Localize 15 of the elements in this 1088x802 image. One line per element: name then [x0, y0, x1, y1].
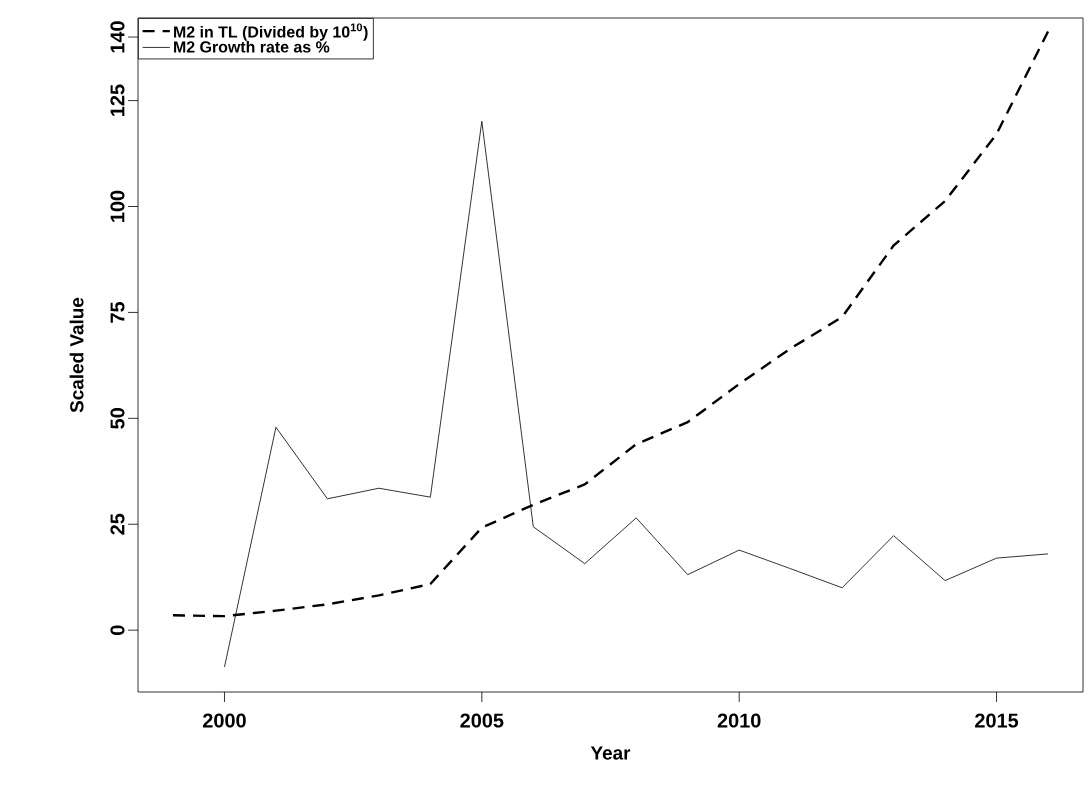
y-tick-label: 100 [110, 190, 125, 222]
x-tick-label: 2015 [975, 713, 1019, 728]
y-tick-label: 125 [110, 84, 125, 116]
x-tick-label: 2005 [460, 713, 504, 728]
x-tick-label: 2000 [203, 713, 246, 728]
y-tick-label: 140 [110, 21, 125, 53]
y-tick-label: 50 [110, 408, 125, 429]
y-tick-label: 75 [110, 301, 125, 323]
legend-label: M2 in TL (Divided by 10$^{10}$) [174, 23, 368, 41]
y-tick-label: 0 [110, 625, 125, 635]
y-tick-label: 25 [110, 513, 125, 535]
y-axis-title: Scaled Value [69, 297, 84, 413]
x-axis-title: Year [590, 746, 631, 760]
x-tick-label: 2010 [717, 713, 761, 728]
legend-label: M2 Growth rate as % [174, 40, 330, 53]
